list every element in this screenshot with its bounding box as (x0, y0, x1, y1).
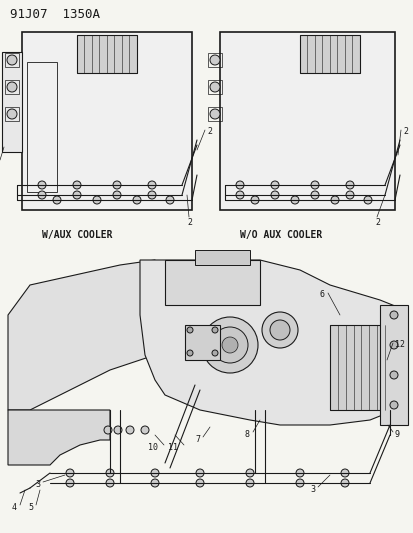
Circle shape (133, 196, 141, 204)
Circle shape (7, 55, 17, 65)
Circle shape (345, 191, 353, 199)
Text: 4: 4 (12, 503, 17, 512)
Circle shape (345, 181, 353, 189)
Circle shape (221, 337, 237, 353)
Circle shape (295, 469, 303, 477)
Circle shape (38, 191, 46, 199)
Circle shape (310, 191, 318, 199)
Text: 7: 7 (195, 435, 199, 444)
Circle shape (271, 181, 278, 189)
Circle shape (195, 479, 204, 487)
Bar (5, 107, 19, 121)
Circle shape (261, 312, 297, 348)
Circle shape (271, 191, 278, 199)
Circle shape (126, 426, 134, 434)
Bar (5, 80, 19, 94)
Circle shape (310, 181, 318, 189)
Circle shape (389, 341, 397, 349)
Circle shape (7, 109, 17, 119)
Circle shape (389, 371, 397, 379)
Circle shape (250, 196, 259, 204)
Circle shape (389, 311, 397, 319)
Circle shape (147, 191, 156, 199)
Circle shape (141, 426, 149, 434)
Circle shape (295, 479, 303, 487)
Circle shape (113, 181, 121, 189)
Circle shape (151, 469, 159, 477)
Bar (22, 32, 192, 210)
Circle shape (211, 350, 218, 356)
Text: 2: 2 (402, 127, 407, 136)
Text: 2: 2 (187, 218, 192, 227)
Circle shape (187, 327, 192, 333)
Text: 11: 11 (168, 443, 178, 452)
Bar (185, 325, 219, 360)
Bar (77, 35, 137, 73)
Text: 9: 9 (394, 430, 399, 439)
Circle shape (235, 181, 243, 189)
Circle shape (211, 327, 247, 363)
Bar (329, 325, 384, 410)
Bar (27, 62, 57, 192)
Circle shape (330, 196, 338, 204)
Circle shape (269, 320, 289, 340)
Circle shape (389, 401, 397, 409)
Circle shape (245, 469, 254, 477)
Text: 3: 3 (35, 480, 40, 489)
Circle shape (114, 426, 122, 434)
Bar (299, 35, 359, 73)
Text: 6: 6 (319, 290, 324, 299)
Text: 10: 10 (147, 443, 158, 452)
Circle shape (209, 82, 219, 92)
Circle shape (290, 196, 298, 204)
Circle shape (38, 181, 46, 189)
Bar (379, 305, 407, 425)
Polygon shape (140, 260, 404, 425)
Circle shape (209, 109, 219, 119)
Bar (207, 80, 221, 94)
Circle shape (340, 469, 348, 477)
Text: 8: 8 (244, 430, 249, 439)
Bar (195, 250, 249, 265)
Circle shape (363, 196, 371, 204)
Circle shape (187, 350, 192, 356)
Text: 91J07  1350A: 91J07 1350A (10, 8, 100, 21)
Circle shape (340, 479, 348, 487)
Circle shape (202, 317, 257, 373)
Circle shape (104, 426, 112, 434)
Circle shape (147, 181, 156, 189)
Circle shape (66, 479, 74, 487)
Circle shape (235, 191, 243, 199)
Circle shape (195, 469, 204, 477)
Circle shape (53, 196, 61, 204)
Circle shape (245, 479, 254, 487)
Polygon shape (8, 260, 165, 410)
Text: W/O AUX COOLER: W/O AUX COOLER (240, 230, 321, 240)
Text: 2: 2 (206, 127, 211, 136)
Bar (207, 107, 221, 121)
Circle shape (211, 327, 218, 333)
Circle shape (93, 196, 101, 204)
Polygon shape (8, 410, 110, 465)
Circle shape (73, 181, 81, 189)
Text: W/AUX COOLER: W/AUX COOLER (42, 230, 112, 240)
Bar (5, 53, 19, 67)
Text: 2: 2 (374, 218, 379, 227)
Circle shape (209, 55, 219, 65)
Text: 5: 5 (28, 503, 33, 512)
Bar (207, 53, 221, 67)
Circle shape (151, 479, 159, 487)
Circle shape (7, 82, 17, 92)
Bar (2, 52, 22, 152)
Circle shape (73, 191, 81, 199)
Bar (219, 32, 394, 210)
Text: 12: 12 (394, 340, 404, 349)
Circle shape (66, 469, 74, 477)
Circle shape (106, 469, 114, 477)
Bar (165, 260, 259, 305)
Circle shape (166, 196, 173, 204)
Circle shape (113, 191, 121, 199)
Circle shape (106, 479, 114, 487)
Text: 3: 3 (309, 485, 314, 494)
